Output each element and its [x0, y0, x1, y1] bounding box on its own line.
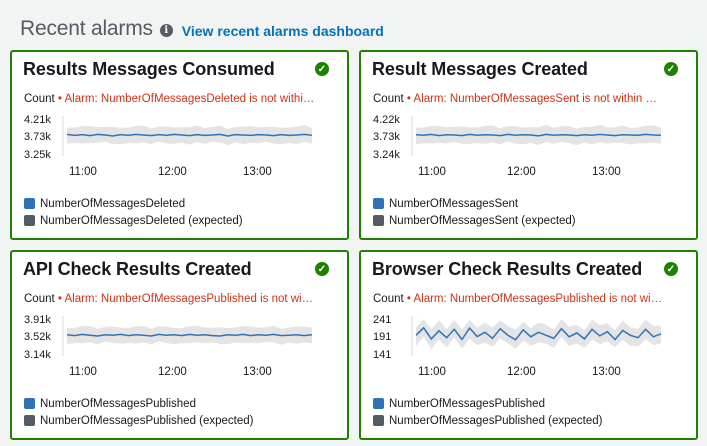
unit-label: Count [24, 93, 55, 105]
chart-svg: 4.21k 3.73k 3.25k 11:00 12:00 13:00 [24, 114, 313, 178]
legend-swatch-metric [24, 198, 35, 209]
y-tick-label: 3.73k [24, 131, 51, 143]
check-circle-icon: ✓ [664, 262, 678, 276]
alarm-condition: • Alarm: NumberOfMessagesPublished is no… [57, 293, 314, 305]
chart-legend: NumberOfMessagesDeleted NumberOfMessages… [24, 195, 243, 229]
x-tick-label: 11:00 [418, 366, 446, 378]
y-tick-label: 241 [373, 314, 391, 326]
chart-legend: NumberOfMessagesSent NumberOfMessagesSen… [373, 195, 576, 229]
legend-swatch-metric [373, 198, 384, 209]
alarm-card[interactable]: Browser Check Results Created ✓ Count • … [359, 250, 698, 440]
legend-label: NumberOfMessagesPublished (expected) [40, 414, 254, 427]
alarm-chart[interactable]: 4.21k 3.73k 3.25k 11:00 12:00 13:00 [12, 114, 347, 200]
alarm-card[interactable]: API Check Results Created ✓ Count • Alar… [10, 250, 349, 440]
y-tick-label: 3.14k [24, 349, 51, 361]
unit-label: Count [373, 293, 404, 305]
check-circle-icon: ✓ [315, 62, 329, 76]
legend-swatch-metric [373, 398, 384, 409]
legend-item-expected[interactable]: NumberOfMessagesPublished (expected) [373, 412, 603, 429]
legend-item-expected[interactable]: NumberOfMessagesSent (expected) [373, 212, 576, 229]
chart-svg: 4.22k 3.73k 3.24k 11:00 12:00 13:00 [373, 114, 662, 178]
recent-alarms-header: Recent alarms i View recent alarms dashb… [20, 14, 384, 44]
x-tick-label: 13:00 [243, 366, 272, 378]
x-tick-label: 13:00 [592, 166, 621, 178]
alarm-card-subtitle: Count • Alarm: NumberOfMessagesPublished… [24, 293, 340, 305]
check-circle-icon: ✓ [664, 62, 678, 76]
alarm-condition-text: Alarm: NumberOfMessagesPublished is not … [413, 293, 663, 305]
chart-svg: 3.91k 3.52k 3.14k 11:00 12:00 13:00 [24, 314, 313, 378]
alarm-card-subtitle: Count • Alarm: NumberOfMessagesDeleted i… [24, 93, 340, 105]
legend-label: NumberOfMessagesDeleted [40, 197, 186, 210]
y-tick-label: 3.91k [24, 314, 51, 326]
info-icon[interactable]: i [159, 23, 173, 37]
page-title: Recent alarms [20, 17, 153, 40]
legend-item-metric[interactable]: NumberOfMessagesDeleted [24, 195, 243, 212]
alarm-card-title[interactable]: Result Messages Created [372, 59, 588, 79]
legend-swatch-expected [24, 215, 35, 226]
series-line [415, 133, 662, 137]
series-line [66, 333, 313, 337]
alarm-condition: • Alarm: NumberOfMessagesPublished is no… [406, 293, 663, 305]
y-tick-label: 3.52k [24, 331, 51, 343]
x-tick-label: 12:00 [158, 366, 187, 378]
alarm-chart[interactable]: 241 191 141 11:00 12:00 13:00 [361, 314, 696, 400]
y-tick-label: 3.25k [24, 149, 51, 161]
unit-label: Count [373, 93, 404, 105]
alarm-card[interactable]: Results Messages Consumed ✓ Count • Alar… [10, 50, 349, 240]
expected-band [67, 325, 312, 345]
legend-item-metric[interactable]: NumberOfMessagesPublished [373, 395, 603, 412]
x-tick-label: 13:00 [592, 366, 621, 378]
alarm-card-subtitle: Count • Alarm: NumberOfMessagesSent is n… [373, 93, 689, 105]
legend-label: NumberOfMessagesSent (expected) [389, 214, 576, 227]
legend-swatch-expected [24, 415, 35, 426]
y-tick-label: 141 [373, 349, 391, 361]
legend-label: NumberOfMessagesDeleted (expected) [40, 214, 243, 227]
view-dashboard-link[interactable]: View recent alarms dashboard [181, 22, 384, 39]
x-tick-label: 12:00 [507, 166, 536, 178]
chart-legend: NumberOfMessagesPublished NumberOfMessag… [24, 395, 254, 429]
legend-item-expected[interactable]: NumberOfMessagesDeleted (expected) [24, 212, 243, 229]
series-line [415, 326, 662, 341]
legend-item-metric[interactable]: NumberOfMessagesSent [373, 195, 576, 212]
y-tick-label: 3.24k [373, 149, 400, 161]
chart-legend: NumberOfMessagesPublished NumberOfMessag… [373, 395, 603, 429]
y-tick-label: 4.22k [373, 114, 400, 126]
x-tick-label: 13:00 [243, 166, 272, 178]
series-line [66, 133, 313, 137]
x-tick-label: 11:00 [418, 166, 446, 178]
alarm-condition-text: Alarm: NumberOfMessagesSent is not withi… [413, 93, 657, 105]
check-circle-icon: ✓ [315, 262, 329, 276]
legend-swatch-expected [373, 215, 384, 226]
alarm-card-title[interactable]: Browser Check Results Created [372, 259, 643, 279]
y-tick-label: 191 [373, 331, 391, 343]
alarm-condition-text: Alarm: NumberOfMessagesDeleted is not wi… [64, 93, 315, 105]
chart-svg: 241 191 141 11:00 12:00 13:00 [373, 314, 662, 378]
alarm-condition: • Alarm: NumberOfMessagesSent is not wit… [406, 93, 657, 105]
y-tick-label: 4.21k [24, 114, 51, 126]
alarm-chart[interactable]: 4.22k 3.73k 3.24k 11:00 12:00 13:00 [361, 114, 696, 200]
x-tick-label: 11:00 [69, 366, 97, 378]
legend-label: NumberOfMessagesSent [389, 197, 519, 210]
legend-swatch-expected [373, 415, 384, 426]
alarm-card-subtitle: Count • Alarm: NumberOfMessagesPublished… [373, 293, 689, 305]
expected-band [416, 124, 661, 146]
alarm-card-title[interactable]: Results Messages Consumed [23, 59, 275, 79]
x-tick-label: 12:00 [158, 166, 187, 178]
alarm-condition-text: Alarm: NumberOfMessagesPublished is not … [64, 293, 314, 305]
expected-band [416, 318, 661, 350]
legend-item-expected[interactable]: NumberOfMessagesPublished (expected) [24, 412, 254, 429]
y-tick-label: 3.73k [373, 131, 400, 143]
alarm-condition: • Alarm: NumberOfMessagesDeleted is not … [57, 93, 315, 105]
alarm-card-title[interactable]: API Check Results Created [23, 259, 252, 279]
legend-label: NumberOfMessagesPublished [40, 397, 196, 410]
alarm-chart[interactable]: 3.91k 3.52k 3.14k 11:00 12:00 13:00 [12, 314, 347, 400]
legend-item-metric[interactable]: NumberOfMessagesPublished [24, 395, 254, 412]
legend-label: NumberOfMessagesPublished [389, 397, 545, 410]
alarm-card[interactable]: Result Messages Created ✓ Count • Alarm:… [359, 50, 698, 240]
x-tick-label: 12:00 [507, 366, 536, 378]
legend-swatch-metric [24, 398, 35, 409]
x-tick-label: 11:00 [69, 166, 97, 178]
legend-label: NumberOfMessagesPublished (expected) [389, 414, 603, 427]
unit-label: Count [24, 293, 55, 305]
